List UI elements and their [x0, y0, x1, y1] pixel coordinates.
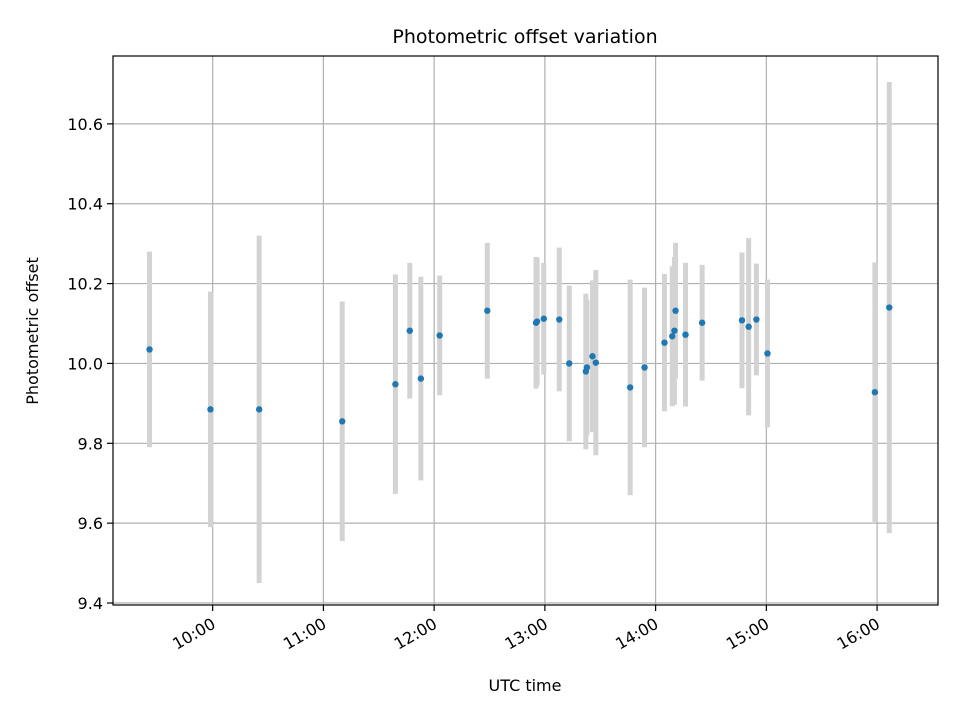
y-axis-label: Photometric offset	[23, 257, 42, 405]
data-point	[583, 364, 591, 371]
data-point	[682, 331, 689, 338]
y-tick-label: 9.8	[78, 434, 103, 453]
data-point	[533, 318, 541, 325]
y-tick-label: 10.6	[67, 115, 103, 134]
y-tick-label: 10.2	[67, 275, 103, 294]
data-point	[540, 315, 547, 322]
data-point	[592, 359, 600, 366]
data-point	[392, 381, 399, 388]
data-point	[146, 346, 153, 353]
data-points	[146, 304, 893, 425]
data-point	[255, 406, 263, 413]
data-point	[589, 353, 596, 360]
y-tick-label: 9.4	[78, 594, 103, 613]
data-point	[669, 333, 676, 340]
data-point	[672, 307, 679, 314]
data-point	[871, 388, 879, 396]
data-point	[738, 317, 746, 324]
data-point	[436, 332, 443, 339]
data-point	[698, 319, 706, 326]
data-point	[753, 316, 760, 323]
plot-frame	[112, 55, 939, 606]
data-point	[626, 384, 634, 391]
data-point	[764, 350, 771, 357]
data-point	[207, 406, 214, 413]
y-tick-label: 10.4	[67, 195, 103, 214]
x-axis-label: UTC time	[489, 676, 562, 695]
data-point	[566, 360, 573, 367]
data-point	[406, 327, 413, 334]
data-point	[339, 418, 346, 425]
y-tick-label: 9.6	[78, 514, 103, 533]
chart-title: Photometric offset variation	[392, 26, 657, 48]
data-point	[886, 304, 893, 311]
y-axis-ticks: 9.4 9.6 9.8 10.0 10.2 10.4 10.6	[67, 115, 113, 613]
y-tick-label: 10.0	[67, 354, 103, 373]
data-point	[556, 316, 563, 323]
data-point	[641, 364, 648, 371]
data-point	[745, 323, 752, 330]
data-point	[671, 327, 678, 334]
data-point	[661, 339, 668, 346]
data-point	[417, 375, 425, 382]
data-point	[484, 307, 491, 314]
